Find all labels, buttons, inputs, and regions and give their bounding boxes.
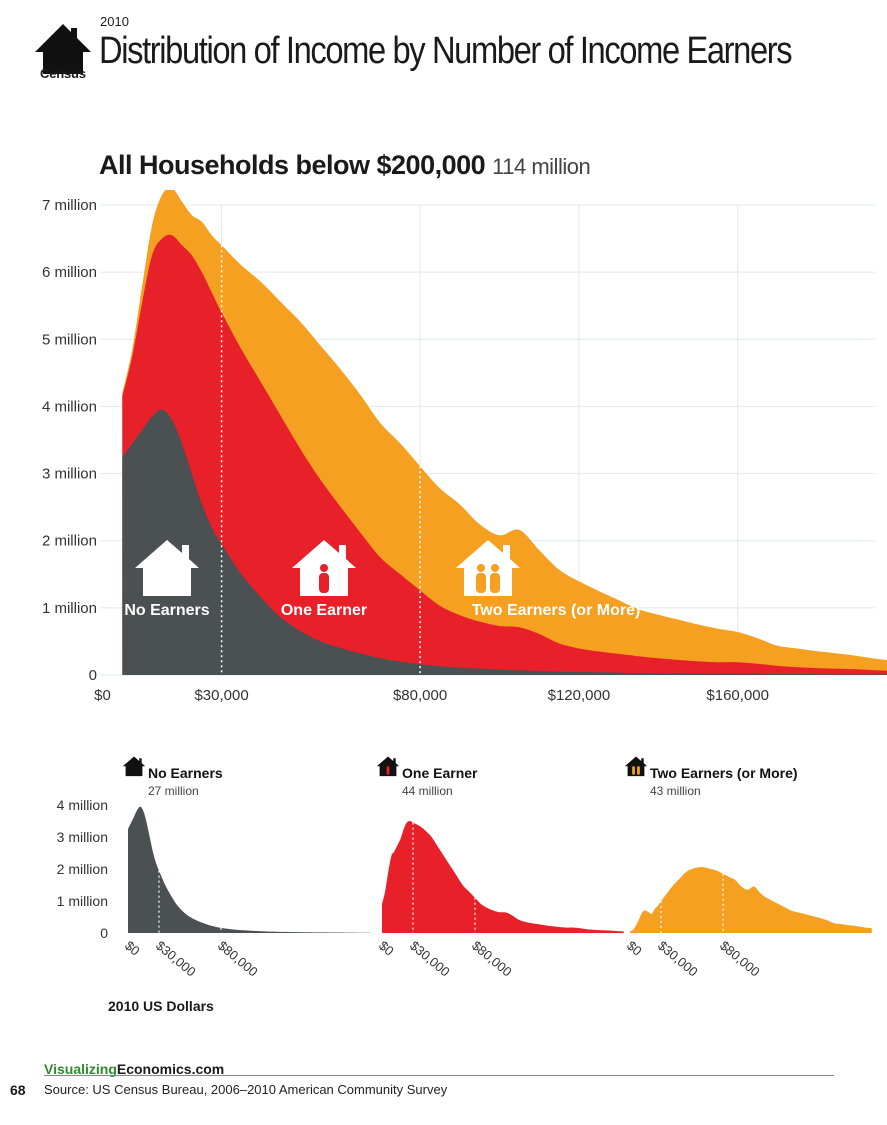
small-panel-2: Two Earners (or More) 43 million $0 $30,000… (624, 756, 872, 980)
main-chart-title-text: All Households below $200,000 (99, 150, 486, 180)
small-y-tick-label: 1 million (57, 893, 108, 909)
annotation-label-2: Two Earners (or More) (472, 602, 641, 619)
main-x-tick-label: $160,000 (706, 687, 769, 704)
small-panel-total: 43 million (650, 784, 701, 798)
census-house-logo-icon (35, 24, 91, 74)
house-empty-icon (135, 540, 199, 596)
small-panel-total: 44 million (402, 784, 453, 798)
small-panel-total: 27 million (148, 784, 199, 798)
small-panel-title: Two Earners (or More) (650, 765, 798, 781)
small-chart-y-axis: 0 1 million 2 million 3 million 4 million (57, 797, 109, 941)
main-x-tick-label: $80,000 (393, 687, 447, 704)
main-y-tick-label: 3 million (42, 466, 97, 483)
house-two-people-icon (456, 540, 520, 596)
small-x-tick-label: $30,000 (655, 938, 701, 980)
census-logo-text: Census (40, 66, 86, 81)
small-panel-0: No Earners 27 million $0 $30,000 $80,000 (122, 756, 370, 980)
main-chart-title: All Households below $200,000 114 millio… (99, 150, 591, 181)
small-panel-title: One Earner (402, 765, 478, 781)
footer-brand-green: Visualizing (44, 1061, 117, 1077)
small-y-tick-label: 2 million (57, 861, 108, 877)
footer-brand-rest: Economics.com (116, 1061, 225, 1077)
annotation-label-1: One Earner (281, 602, 367, 619)
main-chart-subtitle: 114 million (492, 154, 591, 179)
page-number: 68 (10, 1082, 26, 1098)
x-axis-unit-label: 2010 US Dollars (108, 998, 214, 1014)
small-y-tick-label: 4 million (57, 797, 108, 813)
small-area-2 (630, 867, 872, 933)
main-y-tick-label: 5 million (42, 331, 97, 348)
small-x-tick-label: $80,000 (469, 938, 515, 980)
header-year: 2010 (100, 14, 129, 29)
small-x-tick-label: $0 (376, 938, 397, 959)
small-x-tick-label: $80,000 (717, 938, 763, 980)
main-y-tick-label: 2 million (42, 533, 97, 550)
small-x-tick-label: $0 (624, 938, 645, 959)
main-x-tick-label: $30,000 (194, 687, 248, 704)
small-panel-title: No Earners (148, 765, 223, 781)
small-multiples-chart: 0 1 million 2 million 3 million 4 million No… (57, 756, 872, 980)
main-y-tick-label: 7 million (42, 197, 97, 214)
footer-divider (44, 1075, 834, 1076)
small-x-tick-label: $30,000 (153, 938, 199, 980)
page-title: Distribution of Income by Number of Inco… (99, 30, 793, 72)
small-area-0 (128, 806, 370, 933)
small-x-tick-label: $0 (122, 938, 143, 959)
main-chart-reference-lines (220, 245, 421, 675)
small-y-tick-label: 3 million (57, 829, 108, 845)
source-note: Source: US Census Bureau, 2006–2010 Amer… (44, 1082, 448, 1097)
main-y-tick-label: 6 million (42, 264, 97, 281)
small-panel-1: One Earner 44 million $0 $30,000 $80,000 (376, 756, 624, 980)
main-x-tick-label: $0 (94, 687, 111, 704)
main-chart-x-axis: $0 $30,000 $80,000 $120,000 $160,000 (94, 687, 769, 704)
small-area-1 (382, 821, 624, 933)
small-x-tick-label: $30,000 (407, 938, 453, 980)
small-y-tick-label: 0 (100, 925, 108, 941)
main-x-tick-label: $120,000 (548, 687, 611, 704)
house-one-person-icon (376, 756, 400, 777)
main-chart-annotations: No Earners One Earner Two Earners (or More… (124, 540, 640, 619)
house-empty-icon (122, 756, 146, 777)
annotation-label-0: No Earners (124, 602, 209, 619)
main-y-tick-label: 4 million (42, 398, 97, 415)
house-one-person-icon (292, 540, 356, 596)
small-x-tick-label: $80,000 (215, 938, 261, 980)
main-stacked-area-chart: 0 1 million 2 million 3 million 4 million 5 m… (42, 190, 887, 704)
footer-brand: VisualizingEconomics.com (44, 1061, 224, 1077)
house-two-people-icon (624, 756, 648, 777)
main-chart-y-axis: 0 1 million 2 million 3 million 4 million 5 m… (42, 197, 97, 684)
main-y-tick-label: 0 (89, 667, 97, 684)
main-area-no-earners (122, 409, 887, 675)
main-y-tick-label: 1 million (42, 600, 97, 617)
